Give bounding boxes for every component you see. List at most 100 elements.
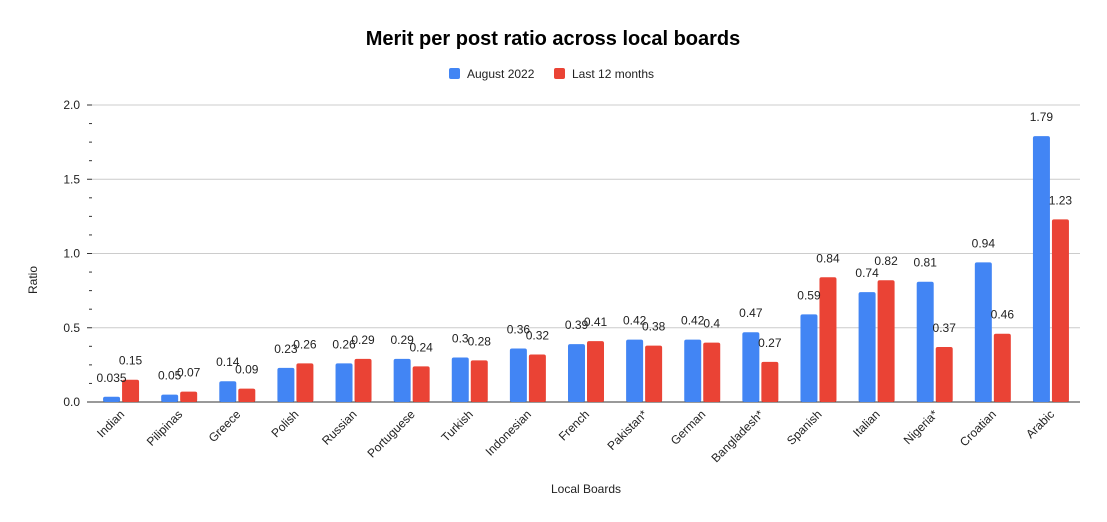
bars xyxy=(103,136,1069,402)
x-category-label: Nigeria* xyxy=(901,407,941,447)
data-label-august-2022-german: 0.42 xyxy=(681,314,705,328)
data-label-last-12-months-pakistan: 0.38 xyxy=(642,320,666,334)
data-label-last-12-months-arabic: 1.23 xyxy=(1049,193,1073,207)
y-tick-label: 0.5 xyxy=(63,321,80,335)
bar-last-12-months-russian xyxy=(354,358,372,402)
bar-last-12-months-turkish xyxy=(470,360,488,402)
data-label-august-2022-pakistan: 0.42 xyxy=(623,314,647,328)
x-category-label: Indonesian xyxy=(483,407,534,458)
bar-last-12-months-pilipinas xyxy=(180,391,198,402)
bar-august-2022-polish xyxy=(277,367,295,402)
bar-last-12-months-french xyxy=(587,341,604,402)
x-category-label: Spanish xyxy=(784,407,825,448)
bar-august-2022-french xyxy=(568,344,585,402)
bar-last-12-months-arabic xyxy=(1051,219,1069,402)
bar-last-12-months-portuguese xyxy=(412,366,430,402)
bar-last-12-months-polish xyxy=(296,363,314,402)
bar-august-2022-pakistan xyxy=(626,339,644,402)
data-label-last-12-months-pilipinas: 0.07 xyxy=(177,366,201,380)
data-label-august-2022-russian: 0.26 xyxy=(332,337,356,351)
data-label-last-12-months-italian: 0.82 xyxy=(874,254,898,268)
y-tick-label: 1.0 xyxy=(63,247,80,261)
data-label-last-12-months-bangladesh: 0.27 xyxy=(758,336,782,350)
bar-last-12-months-italian xyxy=(877,280,895,402)
bar-last-12-months-croatian xyxy=(993,333,1011,402)
bar-last-12-months-nigeria xyxy=(935,347,953,402)
x-axis-categories: Indian Pilipinas Greece Polish Russian Portug… xyxy=(94,407,1057,465)
bar-august-2022-greece xyxy=(219,381,237,402)
data-label-august-2022-polish: 0.23 xyxy=(274,342,298,356)
legend-swatch-last-12-months xyxy=(554,68,565,79)
data-label-august-2022-turkish: 0.3 xyxy=(452,331,469,345)
bar-august-2022-italian xyxy=(858,292,876,402)
bar-august-2022-bangladesh xyxy=(742,332,760,402)
y-axis-ticks: 0.0 0.5 1.0 1.5 2.0 xyxy=(63,98,92,409)
x-category-label: Portuguese xyxy=(364,407,418,461)
x-category-label: Arabic xyxy=(1023,407,1057,441)
x-axis-label: Local Boards xyxy=(551,482,621,496)
data-label-august-2022-pilipinas: 0.05 xyxy=(158,369,182,383)
bar-august-2022-indian xyxy=(103,396,121,402)
x-category-label: Indian xyxy=(94,407,127,440)
x-category-label: Croatian xyxy=(957,407,999,449)
data-label-august-2022-spanish: 0.59 xyxy=(797,288,821,302)
data-label-last-12-months-indian: 0.15 xyxy=(119,354,143,368)
bar-last-12-months-german xyxy=(703,342,721,402)
legend-label-august-2022: August 2022 xyxy=(467,67,535,81)
data-label-august-2022-indian: 0.035 xyxy=(97,371,127,385)
bar-august-2022-turkish xyxy=(451,357,469,402)
x-category-label: French xyxy=(556,407,592,443)
x-category-label: Italian xyxy=(850,407,883,440)
bar-august-2022-indonesian xyxy=(509,348,527,402)
bar-august-2022-portuguese xyxy=(393,358,411,402)
data-label-august-2022-portuguese: 0.29 xyxy=(390,333,414,347)
legend-swatch-august-2022 xyxy=(449,68,460,79)
bar-august-2022-pilipinas xyxy=(161,394,179,402)
bar-last-12-months-pakistan xyxy=(645,345,663,402)
data-label-august-2022-nigeria: 0.81 xyxy=(914,256,938,270)
bar-august-2022-russian xyxy=(335,363,353,402)
data-label-last-12-months-polish: 0.26 xyxy=(293,337,317,351)
chart-title: Merit per post ratio across local boards xyxy=(366,28,741,50)
data-label-august-2022-french: 0.39 xyxy=(565,318,589,332)
data-label-august-2022-croatian: 0.94 xyxy=(972,236,996,250)
data-label-august-2022-indonesian: 0.36 xyxy=(507,323,531,337)
x-category-label: Pilipinas xyxy=(144,407,186,449)
bar-august-2022-nigeria xyxy=(916,281,934,402)
y-tick-label: 0.0 xyxy=(63,395,80,409)
data-label-last-12-months-russian: 0.29 xyxy=(351,333,375,347)
data-label-last-12-months-german: 0.4 xyxy=(703,317,720,331)
bar-last-12-months-indian xyxy=(122,379,140,402)
bar-last-12-months-indonesian xyxy=(528,354,546,402)
legend-label-last-12-months: Last 12 months xyxy=(572,67,654,81)
bar-last-12-months-greece xyxy=(238,388,256,402)
data-label-last-12-months-portuguese: 0.24 xyxy=(409,340,433,354)
bar-august-2022-german xyxy=(684,339,702,402)
bar-last-12-months-bangladesh xyxy=(761,361,779,402)
data-label-august-2022-bangladesh: 0.47 xyxy=(739,306,763,320)
x-category-label: Russian xyxy=(319,407,360,448)
y-axis-label: Ratio xyxy=(26,266,40,294)
x-category-label: Pakistan* xyxy=(604,407,650,453)
data-label-last-12-months-nigeria: 0.37 xyxy=(933,321,957,335)
data-label-last-12-months-indonesian: 0.32 xyxy=(526,328,550,342)
bar-august-2022-arabic xyxy=(1032,136,1050,402)
x-category-label: Greece xyxy=(206,407,244,445)
data-label-last-12-months-croatian: 0.46 xyxy=(991,308,1015,322)
data-label-august-2022-arabic: 1.79 xyxy=(1030,110,1054,124)
data-label-last-12-months-greece: 0.09 xyxy=(235,363,259,377)
legend: August 2022 Last 12 months xyxy=(449,67,654,81)
y-tick-label: 2.0 xyxy=(63,98,80,112)
bar-august-2022-spanish xyxy=(800,314,818,402)
y-tick-label: 1.5 xyxy=(63,172,80,186)
data-label-last-12-months-french: 0.41 xyxy=(584,315,608,329)
data-label-august-2022-greece: 0.14 xyxy=(216,355,240,369)
data-label-last-12-months-spanish: 0.84 xyxy=(816,251,840,265)
x-category-label: Bangladesh* xyxy=(708,407,766,465)
x-category-label: German xyxy=(668,407,709,448)
gridlines xyxy=(92,104,1080,403)
data-label-august-2022-italian: 0.74 xyxy=(855,266,879,280)
x-category-label: Turkish xyxy=(438,407,475,444)
